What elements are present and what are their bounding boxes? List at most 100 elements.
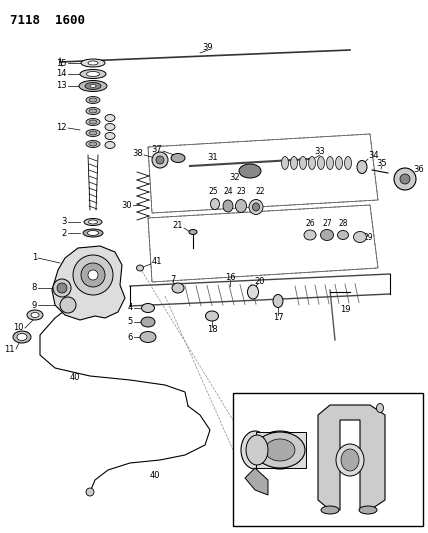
Text: 4: 4 [128, 303, 133, 312]
Text: 32: 32 [230, 173, 240, 182]
Text: 15: 15 [56, 59, 67, 68]
Ellipse shape [89, 220, 98, 224]
Ellipse shape [273, 295, 283, 308]
Text: 18: 18 [207, 326, 217, 335]
Ellipse shape [377, 403, 383, 413]
Circle shape [81, 263, 105, 287]
Ellipse shape [291, 157, 297, 169]
Ellipse shape [84, 219, 102, 225]
Text: 1: 1 [278, 496, 282, 505]
Text: 27: 27 [322, 219, 332, 228]
Ellipse shape [105, 133, 115, 140]
Text: 3: 3 [62, 217, 67, 227]
Text: 13: 13 [56, 82, 67, 91]
Text: 2: 2 [62, 229, 67, 238]
Ellipse shape [282, 157, 288, 169]
Ellipse shape [255, 432, 305, 468]
Ellipse shape [327, 157, 333, 169]
Text: 24: 24 [223, 188, 233, 197]
Ellipse shape [265, 439, 295, 461]
Ellipse shape [27, 310, 43, 320]
Text: 37: 37 [151, 146, 162, 155]
Ellipse shape [304, 230, 316, 240]
Ellipse shape [345, 157, 351, 169]
Text: 5: 5 [128, 318, 133, 327]
Ellipse shape [172, 283, 184, 293]
Ellipse shape [341, 449, 359, 471]
Ellipse shape [140, 332, 156, 343]
Circle shape [86, 488, 94, 496]
Ellipse shape [81, 59, 105, 67]
Ellipse shape [87, 230, 98, 236]
Ellipse shape [241, 431, 269, 469]
Bar [256, 432, 306, 468]
Ellipse shape [235, 199, 247, 213]
Circle shape [152, 152, 168, 168]
Ellipse shape [89, 120, 97, 124]
Text: 41: 41 [385, 395, 395, 405]
Text: 7118  1600: 7118 1600 [10, 14, 85, 27]
Text: 10: 10 [14, 324, 24, 333]
Text: 36: 36 [413, 165, 424, 174]
Ellipse shape [86, 130, 100, 136]
Ellipse shape [255, 431, 305, 469]
Ellipse shape [171, 154, 185, 163]
Text: 31: 31 [208, 154, 218, 163]
Ellipse shape [89, 98, 97, 102]
Ellipse shape [249, 199, 263, 214]
Ellipse shape [336, 157, 342, 169]
Ellipse shape [89, 142, 97, 146]
Ellipse shape [239, 164, 261, 178]
Ellipse shape [86, 96, 100, 103]
Circle shape [73, 255, 113, 295]
Text: 22: 22 [255, 187, 265, 196]
Text: 30: 30 [122, 200, 132, 209]
Ellipse shape [205, 311, 219, 321]
Text: 25: 25 [208, 187, 218, 196]
Text: 38: 38 [132, 149, 143, 157]
Text: 12: 12 [56, 124, 67, 133]
Ellipse shape [86, 108, 100, 115]
Ellipse shape [354, 231, 366, 243]
Ellipse shape [31, 312, 39, 318]
Text: 11: 11 [5, 345, 15, 354]
Text: 40: 40 [70, 374, 80, 383]
Ellipse shape [264, 438, 296, 463]
Text: 33: 33 [315, 148, 325, 157]
Text: 42: 42 [313, 392, 323, 401]
Text: 17: 17 [273, 313, 283, 322]
Text: 43: 43 [248, 393, 258, 402]
Text: 40: 40 [150, 471, 160, 480]
Ellipse shape [336, 444, 364, 476]
Circle shape [60, 297, 76, 313]
Ellipse shape [338, 230, 348, 239]
Ellipse shape [189, 230, 197, 235]
Ellipse shape [90, 85, 96, 87]
Ellipse shape [137, 265, 143, 271]
Text: 44: 44 [315, 515, 325, 524]
Text: 23: 23 [236, 188, 246, 197]
Text: 26: 26 [305, 219, 315, 228]
Ellipse shape [89, 131, 97, 135]
Ellipse shape [86, 118, 100, 125]
Ellipse shape [105, 141, 115, 149]
Ellipse shape [88, 61, 98, 65]
Ellipse shape [321, 506, 339, 514]
Ellipse shape [223, 200, 233, 212]
Text: 6: 6 [128, 333, 133, 342]
Ellipse shape [17, 334, 27, 341]
Circle shape [53, 279, 71, 297]
Ellipse shape [300, 157, 306, 169]
Ellipse shape [253, 203, 259, 211]
Ellipse shape [80, 69, 106, 78]
Polygon shape [245, 468, 268, 495]
Circle shape [400, 174, 410, 184]
Ellipse shape [246, 435, 268, 465]
Text: 8: 8 [32, 284, 37, 293]
Text: 35: 35 [377, 158, 387, 167]
Ellipse shape [105, 124, 115, 131]
Ellipse shape [85, 83, 101, 90]
Text: 14: 14 [56, 69, 67, 78]
Text: 29: 29 [364, 232, 374, 241]
Ellipse shape [309, 157, 315, 169]
